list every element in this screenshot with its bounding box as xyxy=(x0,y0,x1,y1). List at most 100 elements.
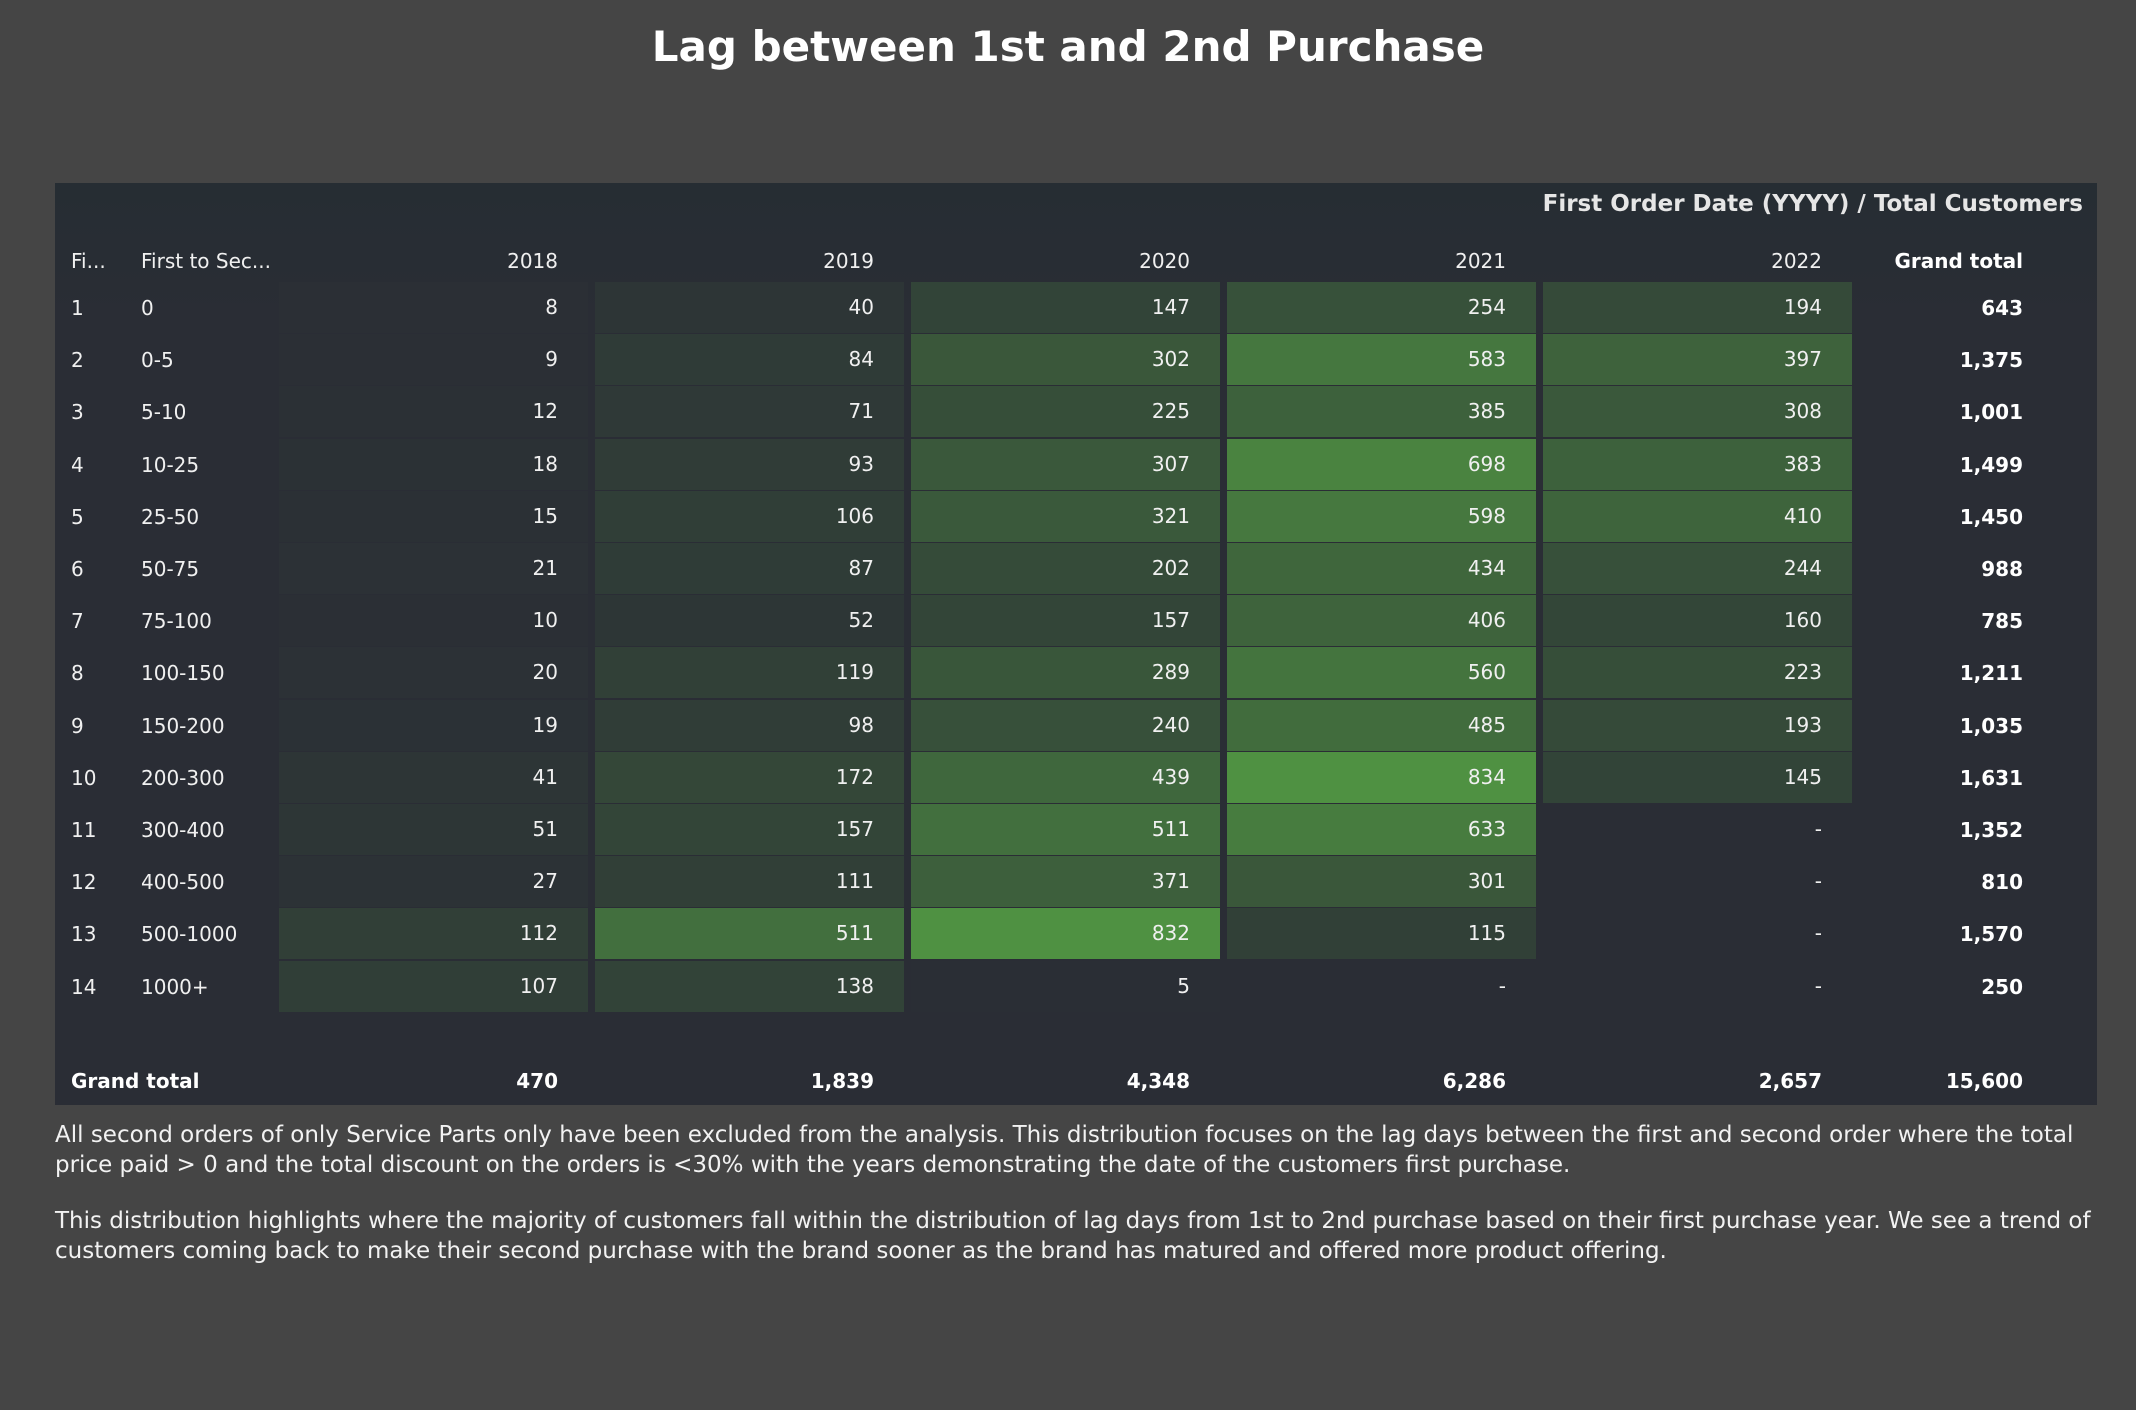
heatmap-cell[interactable]: 8 xyxy=(279,282,588,333)
row-number: 4 xyxy=(71,452,84,477)
heatmap-cell[interactable]: 12 xyxy=(279,386,588,438)
heatmap-cell[interactable]: - xyxy=(1814,921,1822,946)
lag-bucket-label: 500-1000 xyxy=(141,922,238,947)
heatmap-cell[interactable]: 119 xyxy=(595,647,904,699)
heatmap-cell[interactable]: - xyxy=(1814,869,1822,894)
heatmap-cell[interactable]: 147 xyxy=(911,282,1220,333)
row-grand-total: 1,450 xyxy=(1959,504,2023,529)
row-number: 13 xyxy=(71,922,97,947)
heatmap-cell[interactable]: 157 xyxy=(595,804,904,855)
heatmap-cell[interactable]: 511 xyxy=(911,804,1220,855)
row-grand-total: 250 xyxy=(1981,974,2023,999)
heatmap-cell[interactable]: 302 xyxy=(911,334,1220,386)
heatmap-cell[interactable]: 485 xyxy=(1227,699,1536,751)
heatmap-cell[interactable]: 9 xyxy=(279,334,588,386)
header-lag-bucket[interactable]: First to Sec... xyxy=(141,249,271,273)
row-grand-total: 1,631 xyxy=(1959,765,2023,790)
heatmap-cell[interactable]: 138 xyxy=(595,960,904,1012)
heatmap-cell[interactable]: - xyxy=(1498,973,1506,998)
heatmap-cell[interactable]: 193 xyxy=(1543,699,1852,751)
lag-bucket-label: 25-50 xyxy=(141,504,200,529)
heatmap-cell[interactable]: 244 xyxy=(1543,543,1852,594)
heatmap-cell[interactable]: - xyxy=(1814,817,1822,841)
header-year-2019[interactable]: 2019 xyxy=(823,249,874,273)
heatmap-cell[interactable]: 145 xyxy=(1543,751,1852,803)
heatmap-cell[interactable]: 434 xyxy=(1227,543,1536,594)
heatmap-cell[interactable]: 98 xyxy=(595,699,904,751)
heatmap-cell[interactable]: 832 xyxy=(911,908,1220,960)
heatmap-cell[interactable]: 406 xyxy=(1227,595,1536,647)
heatmap-cell[interactable]: 240 xyxy=(911,699,1220,751)
heatmap-cell[interactable]: 40 xyxy=(595,282,904,333)
heatmap-cell[interactable]: 71 xyxy=(595,386,904,438)
heatmap-cell[interactable]: 397 xyxy=(1543,334,1852,386)
heatmap-cell[interactable]: 321 xyxy=(911,490,1220,542)
heatmap-cell[interactable]: 383 xyxy=(1543,438,1852,490)
lag-bucket-label: 150-200 xyxy=(141,713,225,738)
header-year-2018[interactable]: 2018 xyxy=(507,249,558,273)
heatmap-cell[interactable]: 111 xyxy=(595,856,904,908)
heatmap-cell[interactable]: 87 xyxy=(595,543,904,594)
header-year-2020[interactable]: 2020 xyxy=(1139,249,1190,273)
header-grand-total[interactable]: Grand total xyxy=(1894,249,2023,273)
heatmap-cell[interactable]: 157 xyxy=(911,595,1220,647)
heatmap-cell[interactable]: 52 xyxy=(595,595,904,647)
heatmap-cell[interactable]: 107 xyxy=(279,960,588,1012)
heatmap-cell[interactable]: 21 xyxy=(279,543,588,594)
heatmap-cell[interactable]: 84 xyxy=(595,334,904,386)
heatmap-cell[interactable]: 254 xyxy=(1227,282,1536,333)
lag-bucket-label: 400-500 xyxy=(141,870,225,895)
row-grand-total: 1,001 xyxy=(1959,400,2023,425)
heatmap-cell[interactable]: 560 xyxy=(1227,647,1536,699)
heatmap-cell[interactable]: 698 xyxy=(1227,438,1536,490)
heatmap-cell[interactable]: 410 xyxy=(1543,490,1852,542)
heatmap-cell[interactable]: 439 xyxy=(911,751,1220,803)
heatmap-cell[interactable]: 371 xyxy=(911,856,1220,908)
footnote-insight: This distribution highlights where the m… xyxy=(55,1208,2091,1264)
heatmap-cell[interactable]: 10 xyxy=(279,595,588,647)
row-grand-total: 1,570 xyxy=(1959,922,2023,947)
heatmap-cell[interactable]: 289 xyxy=(911,647,1220,699)
heatmap-cell[interactable]: 301 xyxy=(1227,856,1536,908)
header-row-number[interactable]: Fi... xyxy=(71,249,106,273)
heatmap-cell[interactable]: 27 xyxy=(279,856,588,908)
heatmap-cell[interactable]: 223 xyxy=(1543,647,1852,699)
heatmap-cell[interactable]: 112 xyxy=(279,908,588,960)
heatmap-cell[interactable]: 194 xyxy=(1543,282,1852,333)
row-number: 8 xyxy=(71,661,84,686)
heatmap-cell[interactable]: 160 xyxy=(1543,595,1852,647)
heatmap-cell[interactable]: 18 xyxy=(279,438,588,490)
heatmap-cell[interactable]: 115 xyxy=(1227,908,1536,960)
heatmap-cell[interactable]: 41 xyxy=(279,751,588,803)
heatmap-cell[interactable]: 51 xyxy=(279,804,588,855)
heatmap-cell[interactable]: 598 xyxy=(1227,490,1536,542)
row-grand-total: 1,211 xyxy=(1959,661,2023,686)
heatmap-cell[interactable]: 511 xyxy=(595,908,904,960)
column-grand-total: 4,348 xyxy=(1126,1069,1190,1093)
header-year-2022[interactable]: 2022 xyxy=(1771,249,1822,273)
header-year-2021[interactable]: 2021 xyxy=(1455,249,1506,273)
heatmap-cell[interactable]: - xyxy=(1814,973,1822,998)
heatmap-cell[interactable]: 308 xyxy=(1543,386,1852,438)
heatmap-cell[interactable]: 307 xyxy=(911,438,1220,490)
heatmap-cell[interactable]: 20 xyxy=(279,647,588,699)
row-number: 3 xyxy=(71,400,84,425)
heatmap-cell[interactable]: 225 xyxy=(911,386,1220,438)
heatmap-cell[interactable]: 5 xyxy=(911,960,1220,1012)
heatmap-cell[interactable]: 19 xyxy=(279,699,588,751)
heatmap-cell[interactable]: 385 xyxy=(1227,386,1536,438)
row-grand-total: 1,035 xyxy=(1959,713,2023,738)
heatmap-cell[interactable]: 15 xyxy=(279,490,588,542)
heatmap-cell[interactable]: 93 xyxy=(595,438,904,490)
heatmap-cell[interactable]: 583 xyxy=(1227,334,1536,386)
row-grand-total: 1,375 xyxy=(1959,348,2023,373)
heatmap-cell[interactable]: 633 xyxy=(1227,804,1536,855)
heatmap-cell[interactable]: 106 xyxy=(595,490,904,542)
heatmap-cell[interactable]: 834 xyxy=(1227,751,1536,803)
row-grand-total: 785 xyxy=(1981,609,2023,634)
grand-total-label: Grand total xyxy=(71,1069,200,1093)
row-number: 7 xyxy=(71,609,84,634)
heatmap-cell[interactable]: 202 xyxy=(911,543,1220,594)
lag-bucket-label: 100-150 xyxy=(141,661,225,686)
heatmap-cell[interactable]: 172 xyxy=(595,751,904,803)
